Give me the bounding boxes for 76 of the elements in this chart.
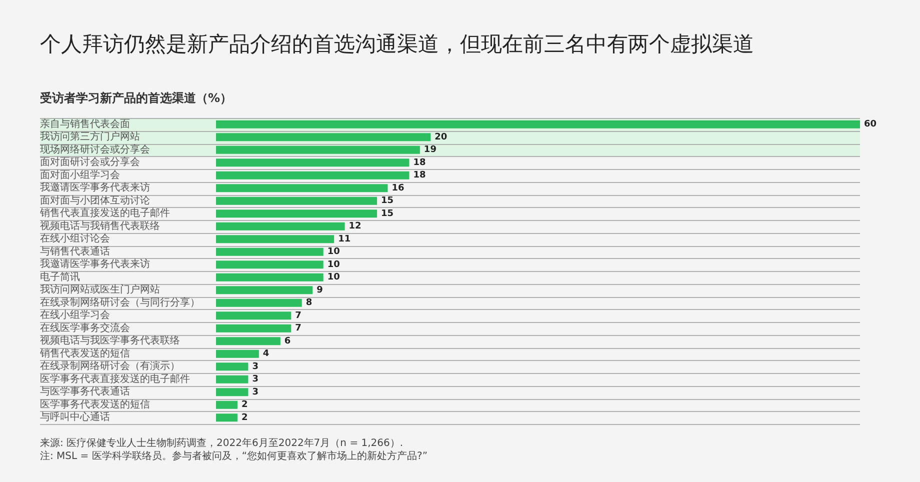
y-tick-label: 在线小组学习会 xyxy=(40,309,110,322)
data-label: 18 xyxy=(413,170,426,181)
bar xyxy=(216,120,860,128)
y-tick-label: 在线录制网络研讨会（有演示） xyxy=(40,360,180,372)
data-label: 12 xyxy=(348,222,362,232)
y-tick-label: 与销售代表通话 xyxy=(40,245,110,258)
bar xyxy=(216,350,259,358)
data-label: 6 xyxy=(284,336,291,346)
data-label: 3 xyxy=(252,387,258,398)
y-tick-label: 电子简讯 xyxy=(40,270,80,283)
source-note: 来源: 医疗保健专业人士生物制药调查，2022年6月至2022年7月（n = 1,266）. xyxy=(40,437,404,450)
bar xyxy=(216,260,324,269)
bar xyxy=(216,196,377,205)
bar xyxy=(216,362,248,371)
y-tick-label: 在线小组讨论会 xyxy=(40,232,110,245)
data-label: 16 xyxy=(392,183,404,194)
bar xyxy=(216,324,292,332)
data-label: 60 xyxy=(864,120,877,130)
y-tick-label: 我邀请医学事务代表来访 xyxy=(40,182,150,194)
y-tick-label: 我访问第三方门户网站 xyxy=(40,130,140,143)
data-label: 3 xyxy=(252,362,258,372)
bar xyxy=(216,158,410,167)
y-tick-label: 与医学事务代表通话 xyxy=(40,386,130,398)
text: 注: MSL = 医学科学联络员。参与者被问及，“您如何更喜欢了解市场上的新处方产品?” xyxy=(40,450,428,463)
bar xyxy=(216,312,292,320)
data-label: 19 xyxy=(424,145,436,156)
bar xyxy=(216,414,238,422)
y-tick-label: 视频电话与我销售代表联络 xyxy=(40,220,160,232)
data-label: 7 xyxy=(295,324,302,334)
y-tick-label: 与呼叫中心通话 xyxy=(40,411,110,424)
bar xyxy=(216,337,280,346)
data-label: 2 xyxy=(241,412,248,423)
bar xyxy=(216,235,334,244)
data-label: 9 xyxy=(316,285,323,296)
y-tick-label: 面对面小组学习会 xyxy=(40,168,120,181)
y-tick-label: 在线录制网络研讨会（与同行分享） xyxy=(40,296,200,308)
bar xyxy=(216,133,431,142)
y-tick-label: 面对面与小团体互动讨论 xyxy=(40,194,150,206)
y-tick-label: 医学事务代表直接发送的电子邮件 xyxy=(40,372,190,385)
y-tick-label: 销售代表直接发送的电子邮件 xyxy=(39,207,170,220)
bar xyxy=(216,171,410,180)
bar xyxy=(216,400,238,409)
bar xyxy=(216,388,248,396)
bar xyxy=(216,286,313,294)
bar xyxy=(216,184,388,192)
bar xyxy=(216,298,302,307)
data-label: 3 xyxy=(252,374,258,385)
y-tick-label: 面对面研讨会或分享会 xyxy=(40,156,140,168)
y-tick-label: 我访问网站或医生门户网站 xyxy=(40,284,160,296)
data-label: 4 xyxy=(262,349,270,360)
data-label: 18 xyxy=(413,158,426,168)
data-label: 15 xyxy=(381,196,394,206)
y-tick-label: 视频电话与我医学事务代表联络 xyxy=(40,334,180,347)
bar xyxy=(216,146,420,154)
chart-subtitle: 受访者学习新产品的首选渠道（%） xyxy=(40,90,232,107)
data-label: 20 xyxy=(434,132,448,142)
y-tick-label: 医学事务代表发送的短信 xyxy=(40,398,150,410)
chart-title: 个人拜访仍然是新产品介绍的首选沟通渠道，但现在前三名中有两个虚拟渠道 xyxy=(40,31,754,58)
y-tick-label: 在线医学事务交流会 xyxy=(40,322,130,334)
data-label: 10 xyxy=(327,247,340,258)
data-label: 15 xyxy=(381,208,394,219)
data-label: 10 xyxy=(327,272,340,283)
y-tick-label: 亲自与销售代表会面 xyxy=(40,118,130,130)
bar xyxy=(216,210,377,218)
data-label: 10 xyxy=(327,260,340,270)
bar xyxy=(216,375,248,384)
y-tick-label: 我邀请医学事务代表来访 xyxy=(40,258,150,270)
data-label: 8 xyxy=(306,298,312,308)
bar xyxy=(216,222,345,230)
bar xyxy=(216,248,324,256)
data-label: 2 xyxy=(241,400,248,410)
data-label: 7 xyxy=(295,310,302,321)
data-label: 11 xyxy=(338,234,351,244)
bar xyxy=(216,273,324,282)
y-tick-label: 现场网络研讨会或分享会 xyxy=(40,143,150,156)
y-tick-label: 销售代表发送的短信 xyxy=(39,347,130,360)
